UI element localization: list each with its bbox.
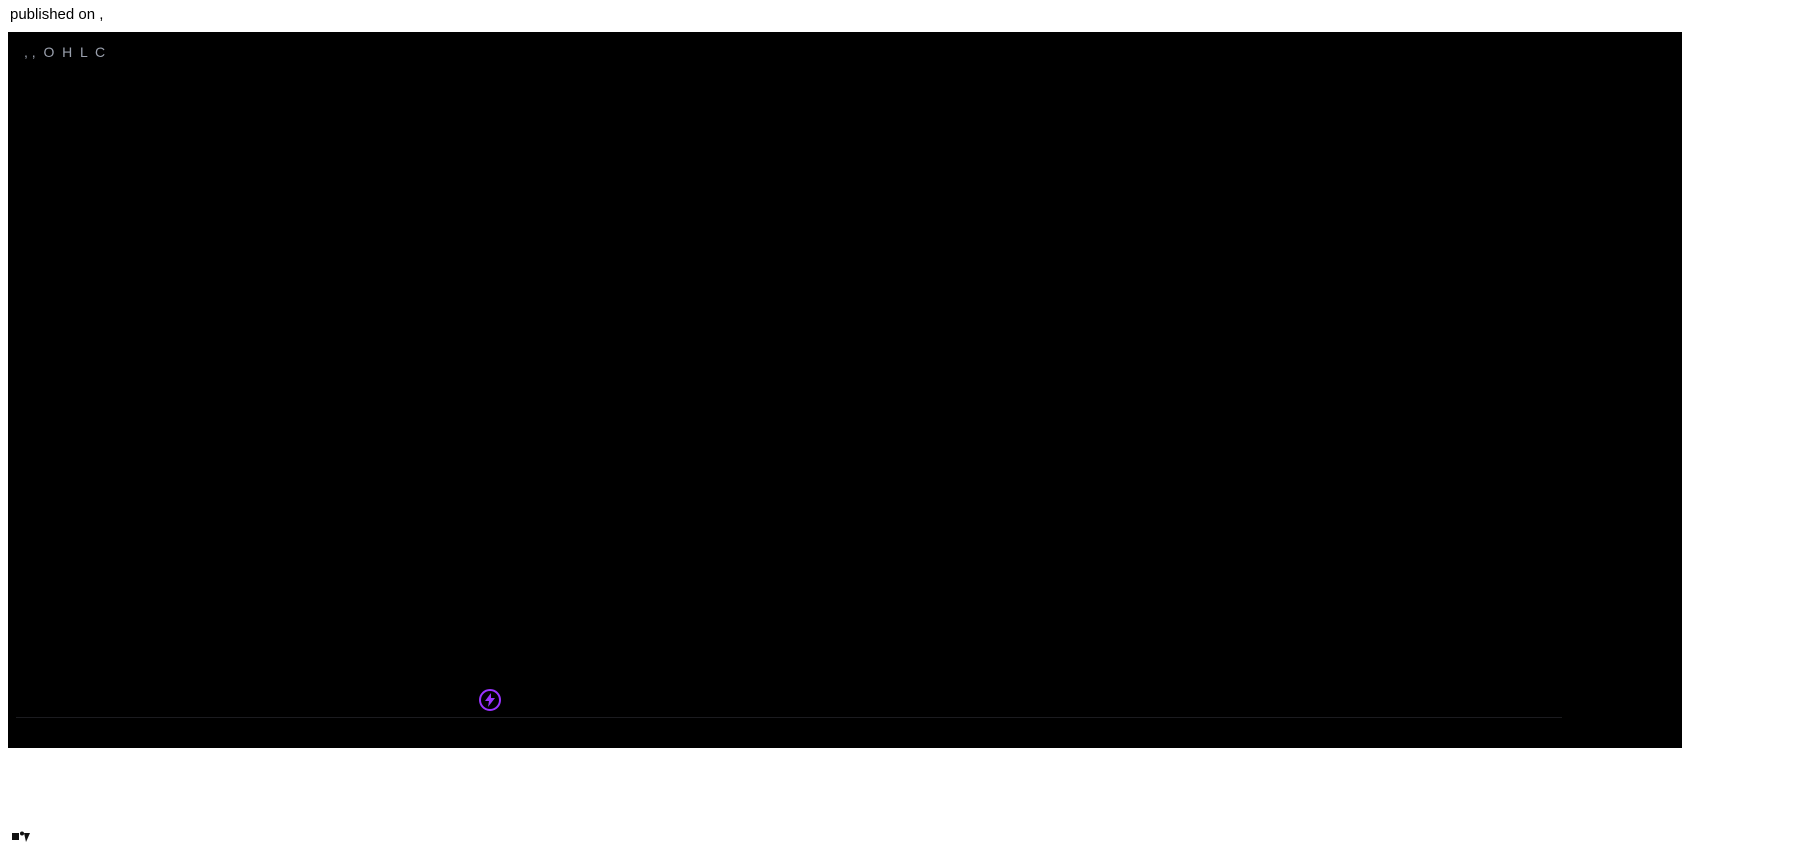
price-axis bbox=[1562, 32, 1682, 748]
tradingview-logo-icon bbox=[12, 829, 30, 843]
publish-header: published on , bbox=[10, 6, 103, 23]
harmonic-pattern bbox=[8, 32, 1562, 748]
chart-area[interactable]: , , O H L C bbox=[8, 32, 1562, 748]
footer-brand bbox=[12, 829, 36, 843]
lightning-icon[interactable] bbox=[479, 689, 501, 711]
symbol-info-line: , , O H L C bbox=[24, 44, 113, 60]
projection-dashed-line bbox=[8, 32, 1562, 748]
time-axis bbox=[16, 717, 1570, 747]
published-on: published on bbox=[10, 6, 99, 23]
arrow-annotation bbox=[8, 32, 1562, 748]
